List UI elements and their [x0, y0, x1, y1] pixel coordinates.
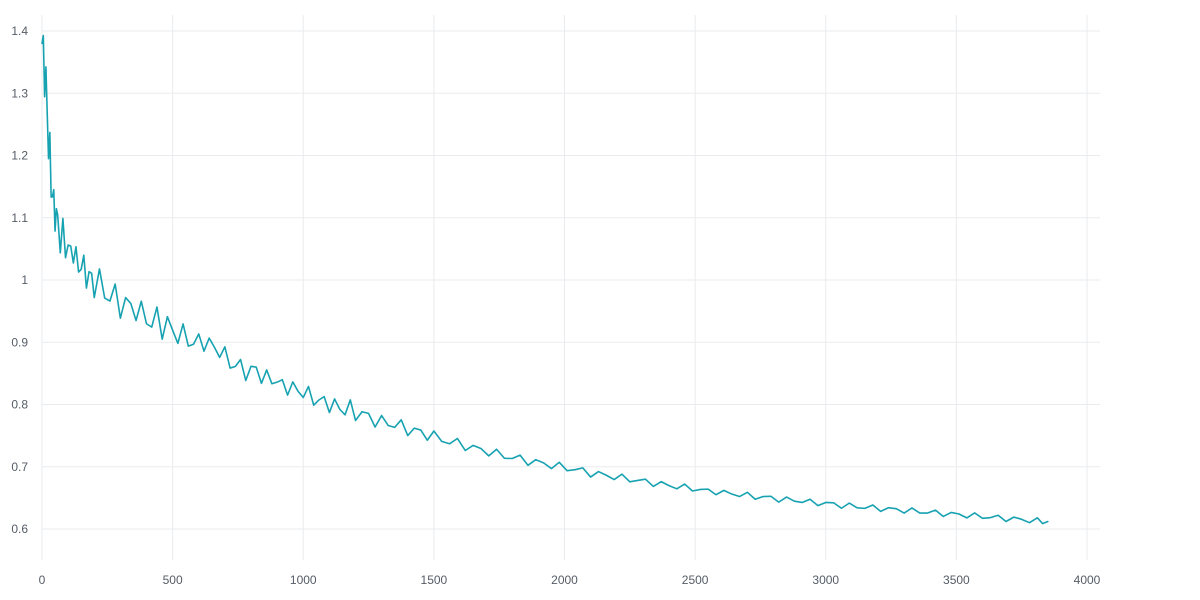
- x-tick-label: 2500: [682, 573, 709, 587]
- y-tick-label: 0.6: [11, 522, 28, 536]
- y-tick-label: 0.9: [11, 335, 28, 349]
- grid-layer: [41, 15, 1100, 560]
- x-tick-label: 1500: [421, 573, 448, 587]
- x-tick-label: 4000: [1074, 573, 1101, 587]
- series-layer: [41, 34, 1049, 525]
- x-tick-label: 0: [39, 573, 46, 587]
- x-tick-label: 3500: [943, 573, 970, 587]
- y-tick-label: 1.2: [11, 149, 28, 163]
- series-line: [41, 34, 1049, 525]
- y-tick-label: 0.8: [11, 398, 28, 412]
- y-tick-label: 1.3: [11, 86, 28, 100]
- y-tick-label: 1.1: [11, 211, 28, 225]
- axis-labels: 0.6 0.7 0.8 0.9 1 1.1 1.2 1.3 1.4 0 500 1000 1500 200…: [11, 24, 1100, 587]
- y-tick-label: 1.4: [11, 24, 28, 38]
- x-tick-label: 2000: [551, 573, 578, 587]
- y-tick-label: 1: [21, 273, 28, 287]
- x-tick-label: 500: [163, 573, 183, 587]
- x-tick-label: 1000: [290, 573, 317, 587]
- x-tick-label: 3000: [812, 573, 839, 587]
- y-tick-label: 0.7: [11, 460, 28, 474]
